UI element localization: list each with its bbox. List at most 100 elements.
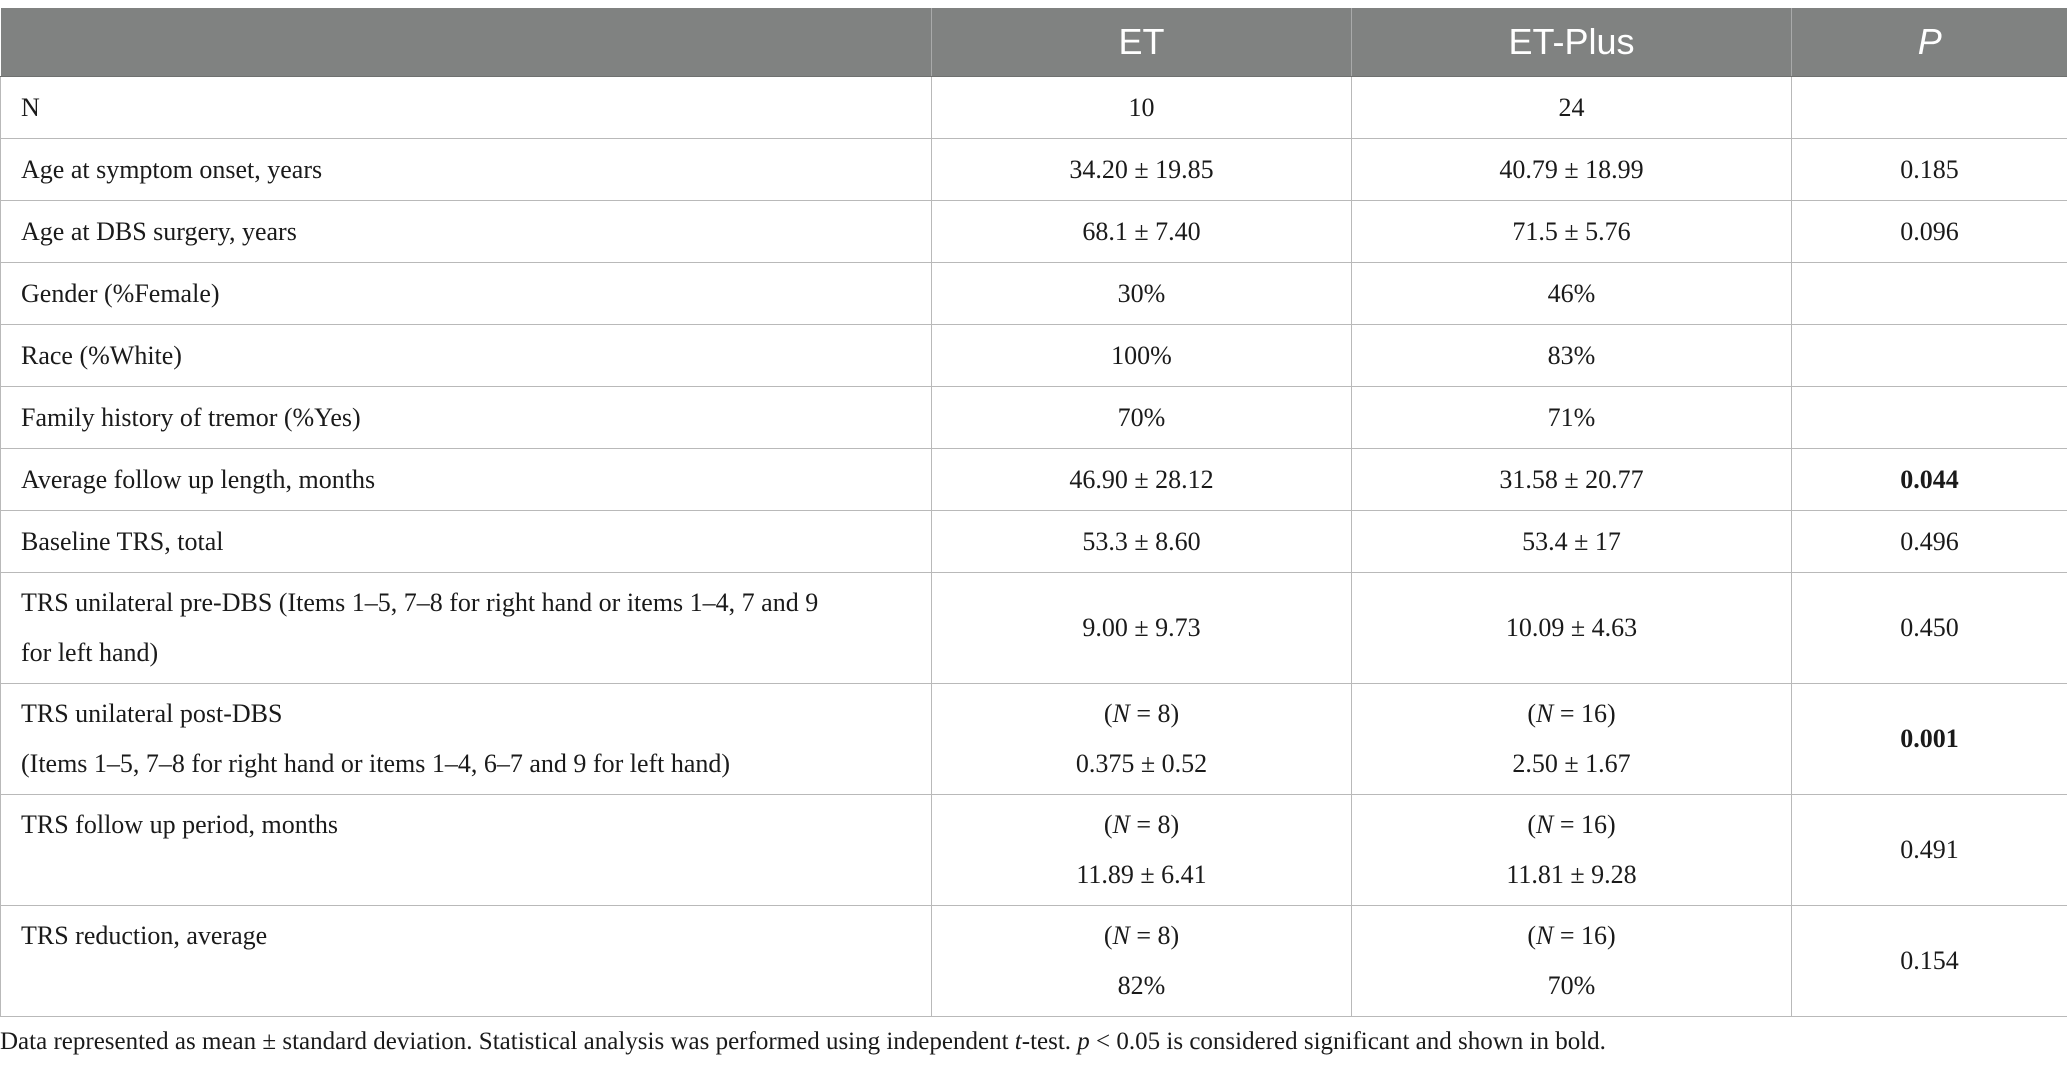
row-label: TRS follow up period, months — [0, 794, 932, 906]
row-label: Age at symptom onset, years — [0, 138, 932, 201]
cell-et: (N = 8) 0.375 ± 0.52 — [931, 683, 1352, 795]
footnote-text-2: -test. — [1021, 1028, 1078, 1055]
footnote-p: p — [1077, 1028, 1090, 1055]
cell-p-value — [1791, 324, 2067, 387]
row-label-line: Age at DBS surgery, years — [21, 216, 297, 246]
header-et-plus: ET-Plus — [1351, 8, 1792, 77]
row-label: TRS unilateral pre-DBS (Items 1–5, 7–8 f… — [0, 572, 932, 684]
cell-et-line: 82% — [1117, 971, 1166, 1000]
row-label: Average follow up length, months — [0, 448, 932, 511]
table-row: TRS follow up period, months (N = 8) 11.89… — [0, 794, 2067, 906]
cell-et: 34.20 ± 19.85 — [931, 138, 1352, 201]
cell-et-line: 68.1 ± 7.40 — [1082, 216, 1201, 246]
header-p: P — [1791, 8, 2067, 77]
cell-p-value: 0.154 — [1791, 905, 2067, 1017]
row-label: TRS reduction, average — [0, 905, 932, 1017]
cell-et-plus: (N = 16) 2.50 ± 1.67 — [1351, 683, 1792, 795]
table-row: Age at DBS surgery, years 68.1 ± 7.40 71.5… — [0, 200, 2067, 263]
cell-p-value: 0.044 — [1791, 448, 2067, 511]
table-row: Average follow up length, months 46.90 ± … — [0, 448, 2067, 511]
cell-et-plus: 24 — [1351, 76, 1792, 139]
cell-p-value: 0.001 — [1791, 683, 2067, 795]
cell-et-plus-line: 31.58 ± 20.77 — [1499, 464, 1644, 494]
row-label-line: for left hand) — [21, 638, 159, 667]
cell-et-plus-line: (N = 16) — [1527, 921, 1616, 950]
cell-et: 53.3 ± 8.60 — [931, 510, 1352, 573]
table-row: TRS reduction, average (N = 8) 82% (N = 16)… — [0, 905, 2067, 1017]
p-value: 0.450 — [1900, 613, 1959, 642]
table-row: Family history of tremor (%Yes) 70% 71% — [0, 386, 2067, 449]
cell-et: 70% — [931, 386, 1352, 449]
table-row: N 10 24 — [0, 76, 2067, 139]
cell-et-plus-line: 71.5 ± 5.76 — [1512, 216, 1631, 246]
table-row: TRS unilateral post-DBS (Items 1–5, 7–8 f… — [0, 683, 2067, 795]
row-label-line: TRS unilateral post-DBS — [21, 699, 283, 728]
cell-et-plus-line: 71% — [1547, 402, 1596, 432]
footnote-text-1: Data represented as mean ± standard devi… — [0, 1028, 1015, 1055]
cell-et-line: (N = 8) — [1103, 699, 1180, 728]
cell-et-plus: (N = 16) 70% — [1351, 905, 1792, 1017]
cell-et: (N = 8) 82% — [931, 905, 1352, 1017]
footnote-text-3: < 0.05 is considered significant and sho… — [1089, 1028, 1606, 1055]
cell-p-value: 0.491 — [1791, 794, 2067, 906]
characteristics-table: ET ET-Plus P N 10 24 Age at symptom onset, … — [0, 8, 2067, 1017]
cell-et-line: 10 — [1128, 92, 1155, 122]
cell-et: (N = 8) 11.89 ± 6.41 — [931, 794, 1352, 906]
cell-p-value — [1791, 76, 2067, 139]
cell-et-line: (N = 8) — [1103, 921, 1180, 950]
cell-p-value: 0.450 — [1791, 572, 2067, 684]
cell-et-line: 53.3 ± 8.60 — [1082, 526, 1201, 556]
cell-et-plus-line: 24 — [1558, 92, 1585, 122]
cell-et-plus-line: 70% — [1547, 971, 1596, 1000]
cell-et-plus: 53.4 ± 17 — [1351, 510, 1792, 573]
cell-et: 10 — [931, 76, 1352, 139]
cell-et-line: (N = 8) — [1103, 810, 1180, 839]
cell-et: 46.90 ± 28.12 — [931, 448, 1352, 511]
cell-et: 68.1 ± 7.40 — [931, 200, 1352, 263]
p-value: 0.154 — [1900, 946, 1959, 975]
cell-et-line: 30% — [1117, 278, 1166, 308]
cell-et-line: 0.375 ± 0.52 — [1075, 749, 1208, 778]
row-label: N — [0, 76, 932, 139]
cell-et-plus: 71.5 ± 5.76 — [1351, 200, 1792, 263]
cell-p-value: 0.496 — [1791, 510, 2067, 573]
table-footnote: Data represented as mean ± standard devi… — [0, 1022, 1606, 1062]
header-et: ET — [931, 8, 1352, 77]
cell-et-plus: 31.58 ± 20.77 — [1351, 448, 1792, 511]
cell-et-plus-line: 10.09 ± 4.63 — [1505, 613, 1638, 642]
cell-et-plus-line: 46% — [1547, 278, 1596, 308]
table-row: Race (%White) 100% 83% — [0, 324, 2067, 387]
row-label-line: Baseline TRS, total — [21, 526, 224, 556]
cell-et-line: 46.90 ± 28.12 — [1069, 464, 1214, 494]
row-label: Baseline TRS, total — [0, 510, 932, 573]
cell-p-value — [1791, 386, 2067, 449]
table-row: Age at symptom onset, years 34.20 ± 19.85… — [0, 138, 2067, 201]
row-label-line: Race (%White) — [21, 340, 182, 370]
cell-et-plus-line: (N = 16) — [1527, 699, 1616, 728]
cell-et-plus-line: 11.81 ± 9.28 — [1506, 860, 1637, 889]
table-body: N 10 24 Age at symptom onset, years 34.20 ± … — [0, 76, 2067, 1017]
row-label-line: TRS unilateral pre-DBS (Items 1–5, 7–8 f… — [21, 588, 819, 617]
cell-et-plus-line: (N = 16) — [1527, 810, 1616, 839]
cell-et-plus: 40.79 ± 18.99 — [1351, 138, 1792, 201]
row-label-line: Gender (%Female) — [21, 278, 220, 308]
cell-et: 30% — [931, 262, 1352, 325]
p-value: 0.096 — [1900, 216, 1959, 246]
cell-et-plus: 10.09 ± 4.63 — [1351, 572, 1792, 684]
cell-et-plus: (N = 16) 11.81 ± 9.28 — [1351, 794, 1792, 906]
cell-p-value: 0.096 — [1791, 200, 2067, 263]
cell-p-value — [1791, 262, 2067, 325]
cell-et-plus-line: 40.79 ± 18.99 — [1499, 154, 1644, 184]
table-row: Gender (%Female) 30% 46% — [0, 262, 2067, 325]
cell-et-line: 11.89 ± 6.41 — [1076, 860, 1207, 889]
header-label — [0, 8, 932, 77]
row-label: Race (%White) — [0, 324, 932, 387]
row-label-line: Age at symptom onset, years — [21, 154, 323, 184]
cell-p-value: 0.185 — [1791, 138, 2067, 201]
row-label-line: Average follow up length, months — [21, 464, 376, 494]
cell-et-line: 34.20 ± 19.85 — [1069, 154, 1214, 184]
row-label: Age at DBS surgery, years — [0, 200, 932, 263]
p-value: 0.044 — [1900, 464, 1959, 494]
row-label: Family history of tremor (%Yes) — [0, 386, 932, 449]
table-row: Baseline TRS, total 53.3 ± 8.60 53.4 ± 17 0… — [0, 510, 2067, 573]
